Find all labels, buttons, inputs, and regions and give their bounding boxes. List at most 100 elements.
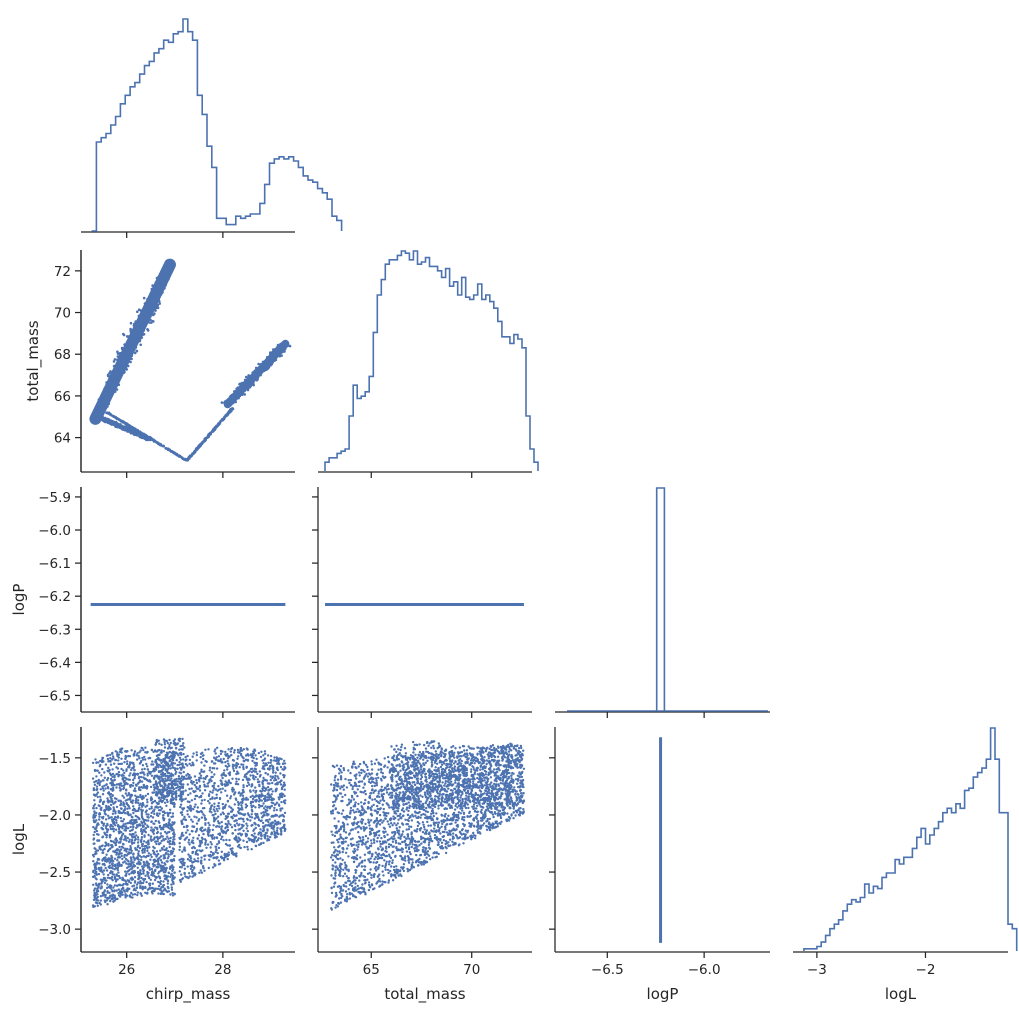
scatter-point (115, 841, 118, 844)
panel-chirp_mass-chirp_mass (81, 231, 295, 238)
scatter-point (109, 788, 113, 791)
scatter-point (151, 438, 155, 442)
scatter-point (103, 889, 107, 892)
scatter-point (104, 858, 108, 861)
scatter-point (148, 771, 152, 775)
scatter-point (96, 849, 100, 852)
scatter-point (107, 801, 110, 804)
scatter-point (155, 831, 159, 835)
scatter-point (153, 869, 157, 873)
scatter-point (147, 819, 150, 822)
scatter-point (171, 755, 174, 758)
scatter-point (138, 874, 141, 878)
scatter-point (113, 841, 116, 844)
scatter-point (94, 882, 98, 885)
scatter-point (138, 762, 142, 765)
scatter-point (106, 792, 110, 795)
scatter-point (143, 755, 146, 759)
scatter-point (167, 837, 170, 840)
scatter-point (126, 810, 129, 814)
scatter-point (98, 868, 101, 871)
scatter-point (123, 838, 126, 841)
scatter-point (132, 855, 135, 859)
scatter-point (162, 780, 165, 783)
scatter-point (160, 743, 163, 746)
scatter-point (129, 360, 132, 364)
scatter-point (95, 852, 98, 855)
y-tick-label: −6.3 (38, 622, 71, 638)
scatter-point (147, 865, 150, 868)
scatter-point (162, 788, 165, 791)
scatter-point (171, 869, 174, 872)
scatter-point (117, 830, 121, 833)
scatter-point (130, 891, 133, 895)
scatter-point (98, 815, 101, 818)
scatter-point (132, 865, 136, 868)
y-tick-label: −6.0 (38, 523, 71, 539)
scatter-point (134, 889, 137, 892)
scatter-point (117, 756, 121, 759)
scatter-point (116, 859, 119, 862)
scatter-point (169, 767, 172, 770)
scatter-point (115, 821, 118, 824)
scatter-point (165, 798, 169, 802)
scatter-point (122, 333, 126, 337)
scatter-point (117, 855, 121, 858)
scatter-point (134, 831, 137, 834)
scatter-point (142, 860, 145, 864)
scatter-point (109, 760, 112, 763)
scatter-point (113, 884, 117, 887)
scatter-point (215, 767, 219, 770)
scatter-point (146, 840, 150, 843)
scatter-point (207, 748, 210, 751)
scatter-point (124, 870, 127, 873)
scatter-point (172, 797, 175, 800)
scatter-point (141, 849, 144, 852)
x-tick-label: −3 (807, 962, 827, 978)
scatter-point (98, 901, 101, 905)
scatter-point (139, 788, 142, 792)
scatter-point (129, 895, 132, 899)
scatter-point (133, 787, 137, 790)
scatter-point (109, 807, 112, 811)
scatter-point (165, 889, 168, 893)
scatter-point (163, 743, 167, 746)
scatter-point (220, 837, 223, 841)
scatter-point (123, 782, 126, 785)
scatter-point (92, 860, 95, 863)
x-axis-label-total_mass: total_mass (384, 985, 465, 1004)
scatter-point (104, 856, 107, 859)
scatter-point (117, 811, 121, 814)
scatter-point (119, 748, 122, 751)
scatter-point (101, 844, 104, 847)
scatter-point (141, 851, 144, 854)
scatter-point (159, 859, 163, 862)
x-tick-label: −2 (916, 962, 936, 978)
scatter-point (227, 820, 230, 823)
scatter-point (95, 785, 99, 788)
scatter-point (92, 869, 95, 872)
scatter-point (130, 862, 133, 865)
scatter-point (168, 819, 171, 822)
scatter-point (144, 794, 147, 797)
scatter-point (257, 362, 260, 366)
scatter-point (95, 806, 98, 810)
scatter-point (144, 758, 147, 761)
scatter-point (91, 761, 95, 765)
scatter-point (130, 867, 134, 870)
scatter-point (114, 758, 117, 762)
scatter-point (121, 777, 125, 780)
scatter-point (159, 799, 162, 803)
scatter-point (102, 862, 106, 866)
scatter-point (148, 756, 151, 760)
scatter-point (104, 845, 107, 848)
scatter-point (143, 767, 146, 771)
scatter-point (146, 329, 150, 332)
scatter-point (212, 824, 215, 827)
scatter-point (122, 769, 125, 772)
scatter-point (138, 846, 142, 850)
scatter-point (95, 788, 99, 792)
scatter-point (106, 876, 110, 879)
scatter-point (183, 746, 186, 749)
